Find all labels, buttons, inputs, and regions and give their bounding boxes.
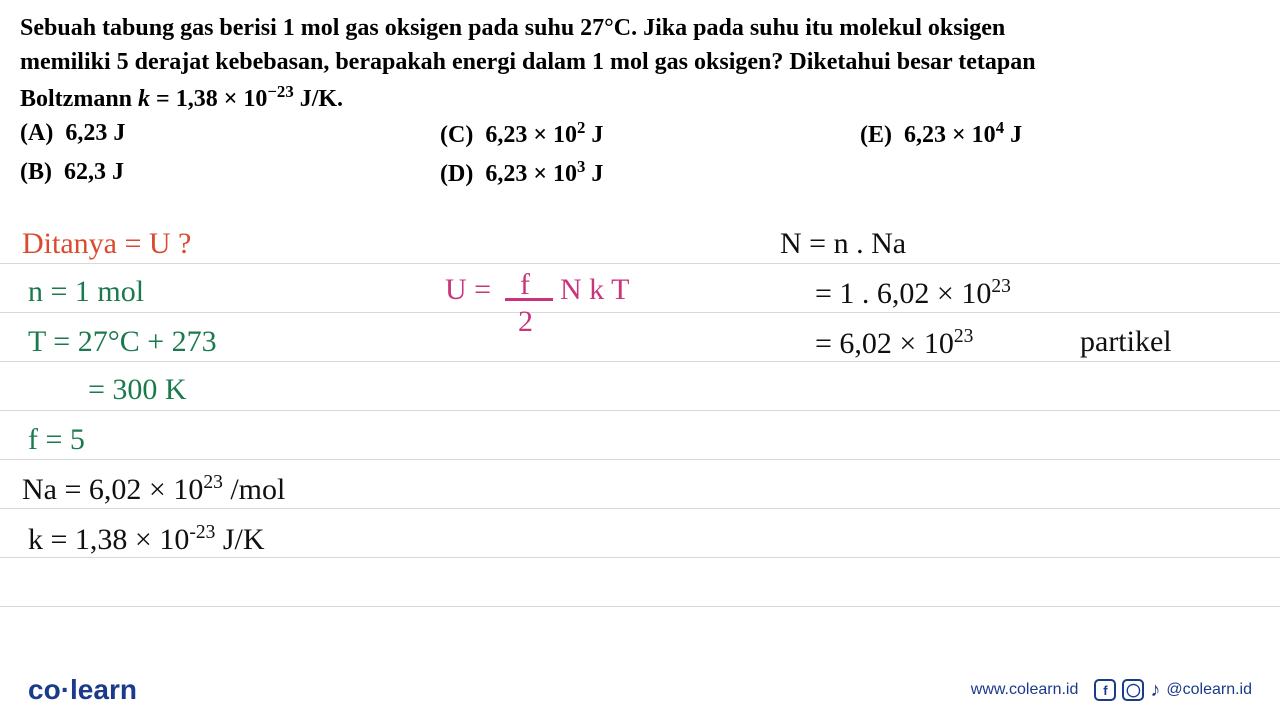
hw-n1: N = n . Na: [780, 229, 906, 259]
boltzmann-unit: J/K.: [294, 86, 343, 112]
hw-n3-prefix: = 6,02 × 10: [815, 327, 954, 360]
hw-k-prefix: k = 1,38 × 10: [28, 523, 189, 556]
hw-n2-prefix: = 1 . 6,02 × 10: [815, 277, 991, 310]
footer-handle: @colearn.id: [1166, 681, 1252, 699]
question-line-3: Boltzmann k = 1,38 × 10−23 J/K.: [20, 81, 1260, 115]
option-e: (E) 6,23 × 104 J: [860, 117, 1260, 151]
hw-n: n = 1 mol: [28, 277, 144, 307]
options-row-2: (B) 62,3 J (D) 6,23 × 103 J: [20, 156, 1260, 192]
boltzmann-k: k: [138, 86, 150, 112]
logo-learn: learn: [70, 674, 137, 705]
facebook-icon: f: [1094, 679, 1116, 701]
logo-co: co: [28, 674, 61, 705]
option-d: (D) 6,23 × 103 J: [440, 156, 860, 190]
hw-ditanya: Ditanya = U ?: [22, 229, 191, 259]
social-icons: f ◯ ♪ @colearn.id: [1094, 679, 1252, 702]
footer-url: www.colearn.id: [971, 681, 1079, 699]
question-line-2: memiliki 5 derajat kebebasan, berapakah …: [20, 46, 1260, 78]
instagram-icon: ◯: [1122, 679, 1144, 701]
question-block: Sebuah tabung gas berisi 1 mol gas oksig…: [0, 0, 1280, 192]
option-c-label: (C): [440, 122, 473, 148]
hw-k-exp: -23: [189, 522, 215, 543]
handwriting-area: Ditanya = U ? n = 1 mol T = 27°C + 273 =…: [0, 215, 1280, 650]
boltzmann-label: Boltzmann: [20, 86, 138, 112]
logo-dot: ·: [61, 674, 70, 705]
option-a: (A) 6,23 J: [20, 117, 440, 149]
hw-partikel: partikel: [1080, 327, 1172, 357]
hw-u-lhs: U =: [445, 275, 491, 305]
option-a-label: (A): [20, 120, 53, 146]
option-b-value: 62,3 J: [64, 159, 124, 185]
hw-k: k = 1,38 × 10-23 J/K: [28, 523, 265, 555]
hw-n2: = 1 . 6,02 × 1023: [815, 277, 1011, 309]
option-a-value: 6,23 J: [65, 120, 125, 146]
hw-n3-exp: 23: [954, 326, 974, 347]
hw-u-fracline: [505, 298, 553, 301]
option-e-exp: 4: [996, 118, 1004, 137]
footer-right: www.colearn.id f ◯ ♪ @colearn.id: [971, 679, 1252, 702]
hw-na: Na = 6,02 × 1023 /mol: [22, 473, 285, 505]
hw-t1: T = 27°C + 273: [28, 327, 217, 357]
option-d-suffix: J: [585, 161, 603, 187]
hw-na-prefix: Na = 6,02 × 10: [22, 473, 203, 506]
hw-u-rhs: N k T: [560, 275, 629, 305]
boltzmann-value: = 1,38 × 10: [150, 86, 267, 112]
brand-logo: co·learn: [28, 674, 137, 706]
option-b: (B) 62,3 J: [20, 156, 440, 188]
boltzmann-exp: −23: [267, 82, 293, 101]
hw-u-den: 2: [518, 307, 533, 337]
hw-na-suffix: /mol: [223, 473, 286, 506]
tiktok-icon: ♪: [1150, 679, 1160, 702]
hw-na-exp: 23: [203, 472, 223, 493]
option-e-prefix: 6,23 × 10: [904, 122, 996, 148]
question-line-1: Sebuah tabung gas berisi 1 mol gas oksig…: [20, 12, 1260, 44]
hw-u-num: f: [520, 270, 530, 300]
option-b-label: (B): [20, 159, 52, 185]
option-c: (C) 6,23 × 102 J: [440, 117, 860, 151]
ruled-lines: [0, 215, 1280, 650]
option-c-suffix: J: [585, 122, 603, 148]
hw-n3: = 6,02 × 1023: [815, 327, 973, 359]
option-e-suffix: J: [1004, 122, 1022, 148]
option-d-label: (D): [440, 161, 473, 187]
hw-k-suffix: J/K: [215, 523, 264, 556]
hw-t2: = 300 K: [88, 375, 187, 405]
option-d-prefix: 6,23 × 10: [485, 161, 577, 187]
hw-n2-exp: 23: [991, 276, 1011, 297]
option-c-prefix: 6,23 × 10: [485, 122, 577, 148]
footer: co·learn www.colearn.id f ◯ ♪ @colearn.i…: [0, 660, 1280, 720]
options-row-1: (A) 6,23 J (C) 6,23 × 102 J (E) 6,23 × 1…: [20, 117, 1260, 153]
option-e-label: (E): [860, 122, 892, 148]
hw-f: f = 5: [28, 425, 85, 455]
